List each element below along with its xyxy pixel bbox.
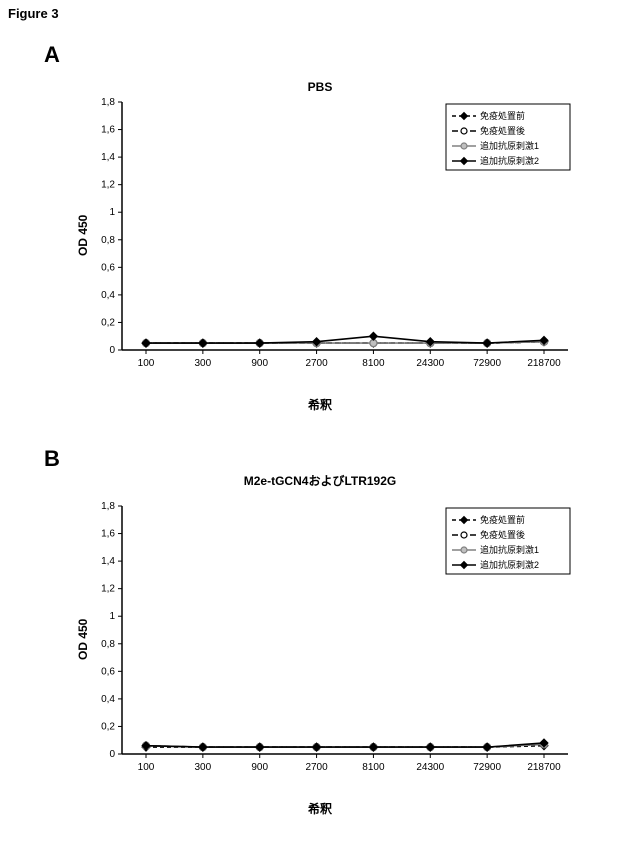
svg-text:1,6: 1,6	[101, 125, 115, 136]
svg-text:24300: 24300	[416, 762, 444, 773]
svg-text:免疫処置後: 免疫処置後	[480, 125, 525, 136]
svg-text:1: 1	[109, 207, 115, 218]
panel-b-title: M2e-tGCN4およびLTR192G	[40, 472, 600, 489]
svg-text:0,2: 0,2	[101, 317, 115, 328]
svg-text:100: 100	[138, 358, 155, 369]
svg-text:0: 0	[109, 749, 115, 760]
svg-text:1: 1	[109, 611, 115, 622]
svg-text:8100: 8100	[362, 358, 385, 369]
panel-b-xlabel: 希釈	[40, 800, 600, 842]
svg-text:218700: 218700	[527, 358, 561, 369]
svg-text:1,2: 1,2	[101, 180, 115, 191]
panel-a-plot: 0 0,2 0,4 0,6 0,8 1 1,2 1,4 1,6 1,8 100 300 900 2700 8…	[94, 98, 574, 378]
panel-b-letter: B	[44, 446, 60, 472]
svg-text:追加抗原刺激2: 追加抗原刺激2	[480, 155, 539, 166]
svg-text:0,8: 0,8	[101, 235, 115, 246]
svg-text:1,8: 1,8	[101, 98, 115, 108]
svg-text:0,4: 0,4	[101, 694, 115, 705]
svg-text:0: 0	[109, 345, 115, 356]
svg-text:追加抗原刺激2: 追加抗原刺激2	[480, 559, 539, 570]
svg-text:追加抗原刺激1: 追加抗原刺激1	[480, 140, 539, 151]
svg-text:免疫処置前: 免疫処置前	[480, 514, 525, 525]
svg-text:300: 300	[195, 358, 212, 369]
svg-text:1,8: 1,8	[101, 502, 115, 512]
panel-a-xlabel: 希釈	[40, 396, 600, 418]
svg-text:免疫処置前: 免疫処置前	[480, 110, 525, 121]
figure-label: Figure 3	[8, 6, 59, 21]
panel-a-letter: A	[44, 42, 60, 68]
svg-text:1,6: 1,6	[101, 529, 115, 540]
svg-text:72900: 72900	[473, 358, 501, 369]
panel-b-plot: 0 0,2 0,4 0,6 0,8 1 1,2 1,4 1,6 1,8 100 300 900 2700 8…	[94, 502, 574, 782]
svg-text:0,8: 0,8	[101, 639, 115, 650]
svg-text:1,2: 1,2	[101, 584, 115, 595]
svg-text:900: 900	[251, 358, 268, 369]
svg-text:900: 900	[251, 762, 268, 773]
svg-text:300: 300	[195, 762, 212, 773]
svg-text:1,4: 1,4	[101, 152, 115, 163]
svg-text:0,6: 0,6	[101, 262, 115, 273]
svg-text:0,2: 0,2	[101, 721, 115, 732]
svg-text:追加抗原刺激1: 追加抗原刺激1	[480, 544, 539, 555]
panel-b-ylabel: OD 450	[76, 619, 90, 660]
svg-text:0,4: 0,4	[101, 290, 115, 301]
svg-text:8100: 8100	[362, 762, 385, 773]
svg-text:2700: 2700	[305, 358, 328, 369]
panel-a-title: PBS	[40, 80, 600, 94]
panel-a-ylabel: OD 450	[76, 215, 90, 256]
panel-a-svg: 0 0,2 0,4 0,6 0,8 1 1,2 1,4 1,6 1,8 100 300 900 2700 8…	[94, 98, 574, 378]
svg-text:24300: 24300	[416, 358, 444, 369]
figure-page: Figure 3 A PBS OD 450 0 0,2 0,4 0,6 0,8 1 1,2 1…	[0, 0, 640, 851]
panel-b: B M2e-tGCN4およびLTR192G OD 450 00,20,40,60…	[40, 440, 600, 840]
svg-text:1,4: 1,4	[101, 556, 115, 567]
svg-text:免疫処置後: 免疫処置後	[480, 529, 525, 540]
svg-text:0,6: 0,6	[101, 666, 115, 677]
svg-text:72900: 72900	[473, 762, 501, 773]
panel-a: A PBS OD 450 0 0,2 0,4 0,6 0,8 1 1,2 1,4 1,6 1,8 1…	[40, 36, 600, 416]
svg-text:100: 100	[138, 762, 155, 773]
svg-text:218700: 218700	[527, 762, 561, 773]
panel-b-svg: 0 0,2 0,4 0,6 0,8 1 1,2 1,4 1,6 1,8 100 300 900 2700 8…	[94, 502, 574, 782]
svg-text:2700: 2700	[305, 762, 328, 773]
